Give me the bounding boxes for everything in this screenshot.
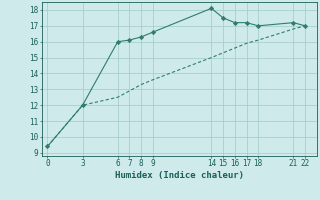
X-axis label: Humidex (Indice chaleur): Humidex (Indice chaleur) [115, 171, 244, 180]
